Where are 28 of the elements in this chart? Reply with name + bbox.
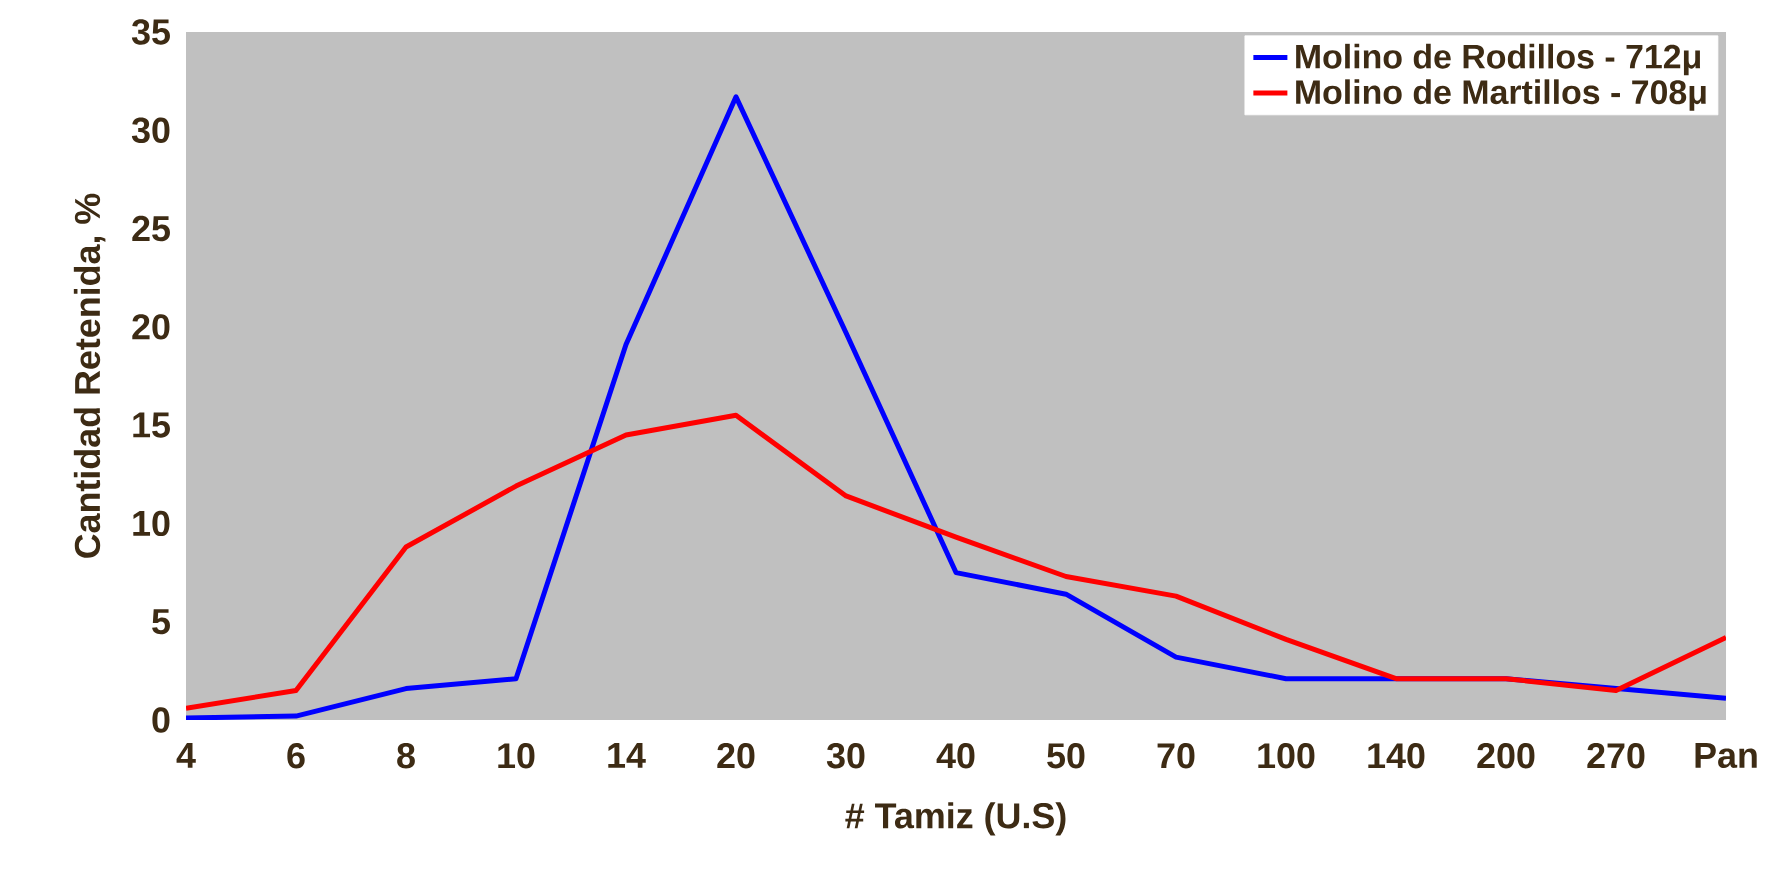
x-tick-label: 6 [287, 743, 305, 769]
x-tick-label: 4 [176, 743, 196, 768]
x-axis-title: # Tamiz (U.S) [845, 802, 1066, 836]
y-tick-label: 15 [133, 412, 170, 438]
legend-label: Molino de Rodillos - 712μ [1296, 43, 1701, 76]
x-tick-label: 14 [608, 743, 646, 768]
x-tick-label: 100 [1258, 743, 1315, 769]
x-tick-label: 200 [1477, 743, 1535, 769]
y-tick-label: 5 [152, 609, 170, 635]
line-series [186, 412, 1727, 711]
y-tick-label: 10 [133, 510, 170, 537]
x-tick-label: Pan [1695, 743, 1757, 769]
y-tick-label: 20 [132, 314, 170, 340]
x-tick-label: 20 [717, 743, 755, 769]
y-tick-label: 25 [132, 215, 170, 242]
y-tick-label: 30 [131, 117, 170, 144]
legend-label: Molino de Martillos - 708μ [1296, 79, 1706, 111]
x-tick-label: 140 [1368, 743, 1425, 769]
x-tick-label: 50 [1047, 743, 1085, 769]
x-tick-label: 10 [498, 743, 535, 769]
x-tick-label: 8 [397, 743, 415, 769]
y-axis-title: Cantidad Retenida, % [73, 193, 106, 558]
x-tick-label: 270 [1587, 743, 1645, 769]
y-tick-label: 0 [152, 707, 170, 733]
x-tick-label: 30 [826, 743, 865, 769]
y-tick-label: 35 [131, 19, 170, 45]
x-tick-label: 70 [1157, 743, 1195, 769]
x-tick-label: 40 [936, 743, 975, 769]
